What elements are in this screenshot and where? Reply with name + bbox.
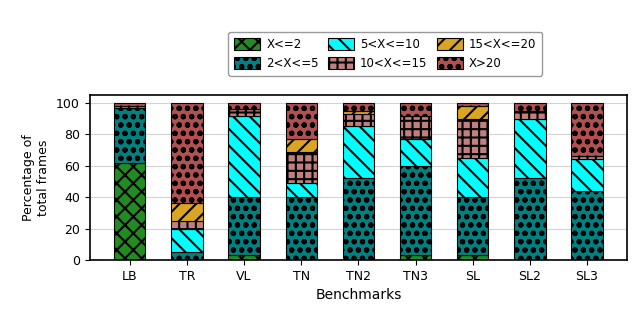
Y-axis label: Percentage of
total frames: Percentage of total frames [22,134,51,221]
Bar [228,115,260,197]
Bar [342,114,374,126]
Bar [342,126,374,178]
Bar [457,158,488,197]
Bar [228,197,260,255]
Bar [457,103,488,106]
Bar [342,103,374,111]
Bar [514,178,546,260]
Bar [400,103,431,115]
Bar [171,252,203,260]
Bar [285,152,317,183]
Legend: X<=2, 2<X<=5, 5<X<=10, 10<X<=15, 15<X<=20, X>20: X<=2, 2<X<=5, 5<X<=10, 10<X<=15, 15<X<=2… [228,32,542,75]
Bar [457,106,488,119]
Bar [171,229,203,252]
Bar [228,103,260,109]
Bar [114,163,145,260]
Bar [514,111,546,119]
Bar [114,103,145,106]
Bar [171,103,203,204]
Bar [285,139,317,152]
Bar [572,103,603,156]
Bar [514,119,546,178]
Bar [285,197,317,260]
Bar [342,178,374,260]
Bar [114,108,145,163]
Bar [342,111,374,114]
Bar [457,255,488,260]
X-axis label: Benchmarks: Benchmarks [316,288,401,302]
Bar [400,139,431,166]
Bar [285,103,317,139]
Bar [457,119,488,158]
Bar [572,191,603,260]
Bar [400,166,431,255]
Bar [572,156,603,159]
Bar [171,221,203,229]
Bar [457,197,488,255]
Bar [285,183,317,197]
Bar [171,204,203,221]
Bar [114,106,145,108]
Bar [228,109,260,115]
Bar [228,255,260,260]
Bar [400,255,431,260]
Bar [572,159,603,191]
Bar [400,115,431,139]
Bar [514,103,546,111]
